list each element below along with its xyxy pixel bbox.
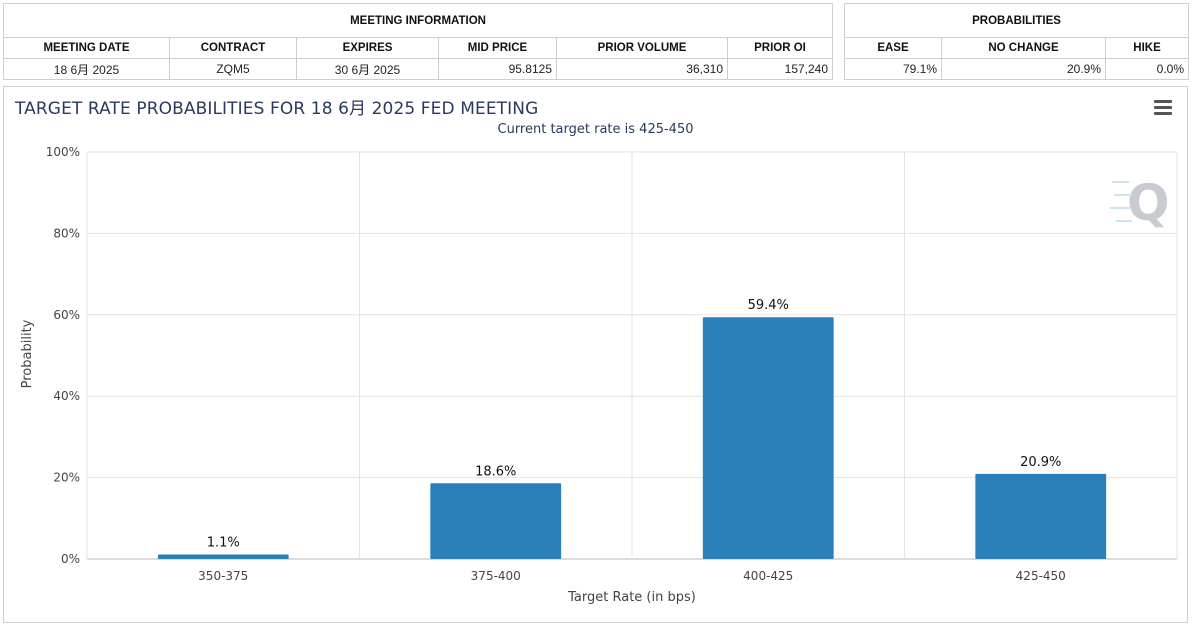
svg-text:Q: Q (1127, 174, 1170, 232)
cell-prior-oi: 157,240 (726, 58, 834, 80)
col-prior-oi: PRIOR OI (726, 37, 834, 59)
chart-container: Q 0% 20% 40% 60% 80% 100% 1.1% 350-375 18.6% 375-… (3, 86, 1188, 623)
probabilities-table: PROBABILITIES EASE NO CHANGE HIKE 79.1% … (843, 3, 1190, 80)
y-tick-label: 100% (46, 145, 80, 159)
y-tick-label: 80% (53, 226, 80, 240)
meeting-information-header: MEETING INFORMATION (2, 3, 834, 38)
cell-ease: 79.1% (844, 58, 942, 80)
x-tick-label: 375-400 (471, 569, 521, 583)
cell-contract: ZQM5 (169, 58, 297, 80)
data-label: 1.1% (207, 536, 240, 551)
x-tick-label: 400-425 (743, 569, 793, 583)
x-axis-title: Target Rate (in bps) (567, 590, 696, 605)
col-mid-price: MID PRICE (438, 37, 557, 59)
hamburger-menu-icon[interactable] (1154, 100, 1172, 115)
col-ease: EASE (844, 37, 942, 59)
cell-meeting-date: 18 6月 2025 (3, 58, 170, 80)
data-label: 20.9% (1020, 455, 1061, 470)
y-tick-label: 40% (53, 389, 80, 403)
q-watermark-icon: Q (1110, 174, 1170, 232)
bar-375-400[interactable] (430, 483, 562, 559)
meeting-information-table: MEETING INFORMATION MEETING DATE CONTRAC… (2, 3, 834, 80)
bar-350-375[interactable] (157, 554, 289, 559)
chart-subtitle: Current target rate is 425-450 (497, 122, 694, 137)
bar-chart: Q 0% 20% 40% 60% 80% 100% 1.1% 350-375 18.6% 375-… (20, 145, 1178, 605)
cell-no-change: 20.9% (941, 58, 1106, 80)
cell-hike: 0.0% (1104, 58, 1190, 80)
x-tick-label: 350-375 (198, 569, 248, 583)
col-prior-volume: PRIOR VOLUME (556, 37, 728, 59)
col-expires: EXPIRES (296, 37, 439, 59)
y-tick-label: 0% (61, 552, 80, 566)
cell-expires: 30 6月 2025 (296, 58, 439, 80)
y-tick-label: 20% (53, 471, 80, 485)
cell-prior-volume: 36,310 (556, 58, 728, 80)
cell-mid-price: 95.8125 (438, 58, 557, 80)
bar-400-425[interactable] (702, 317, 834, 559)
x-tick-label: 425-450 (1016, 569, 1066, 583)
col-meeting-date: MEETING DATE (3, 37, 170, 59)
col-hike: HIKE (1104, 37, 1190, 59)
probabilities-header: PROBABILITIES (843, 3, 1190, 38)
bar-425-450[interactable] (975, 473, 1107, 559)
y-tick-label: 60% (53, 308, 80, 322)
data-label: 18.6% (475, 464, 516, 479)
y-axis-title: Probability (20, 319, 35, 388)
chart-title: TARGET RATE PROBABILITIES FOR 18 6月 2025… (15, 99, 539, 119)
data-label: 59.4% (748, 298, 789, 313)
col-contract: CONTRACT (169, 37, 297, 59)
col-no-change: NO CHANGE (941, 37, 1106, 59)
